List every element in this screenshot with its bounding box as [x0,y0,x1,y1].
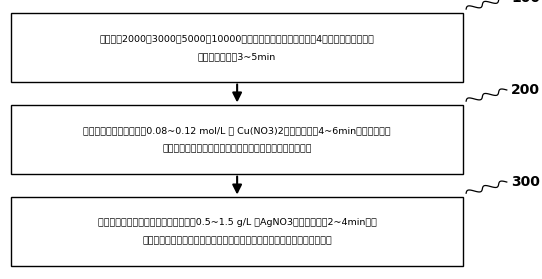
Text: 将增敏处理后的所述银电极置于浓度为0.5~1.5 g/L 的AgNO3溶液中，浸泡2~4min后取: 将增敏处理后的所述银电极置于浓度为0.5~1.5 g/L 的AgNO3溶液中，浸… [98,218,377,227]
Text: 200: 200 [511,83,540,97]
Text: 300: 300 [511,175,540,189]
Text: 100: 100 [511,0,540,5]
FancyBboxPatch shape [11,13,463,81]
FancyBboxPatch shape [11,198,463,266]
Text: 使用去离子水进行表面冲洗，得到增敏处理后的所述银电极: 使用去离子水进行表面冲洗，得到增敏处理后的所述银电极 [163,144,312,153]
Text: 磨工序的时长为3~5min: 磨工序的时长为3~5min [198,52,276,61]
Text: 出，继续使用去离子水进行表面冲洗，制备得到离子色谱安培检测用银电极: 出，继续使用去离子水进行表面冲洗，制备得到离子色谱安培检测用银电极 [142,236,332,245]
Text: 将所述银电极置于浓度为0.08~0.12 mol/L 的 Cu(NO3)2溶液中，浸泡4~6min后取出，然后: 将所述银电极置于浓度为0.08~0.12 mol/L 的 Cu(NO3)2溶液中… [83,126,391,135]
FancyBboxPatch shape [11,105,463,174]
Text: 依次采用2000、3000、5000和10000目的水砂纸对银电极表面进行4道打磨工序，每道打: 依次采用2000、3000、5000和10000目的水砂纸对银电极表面进行4道打… [100,34,375,43]
